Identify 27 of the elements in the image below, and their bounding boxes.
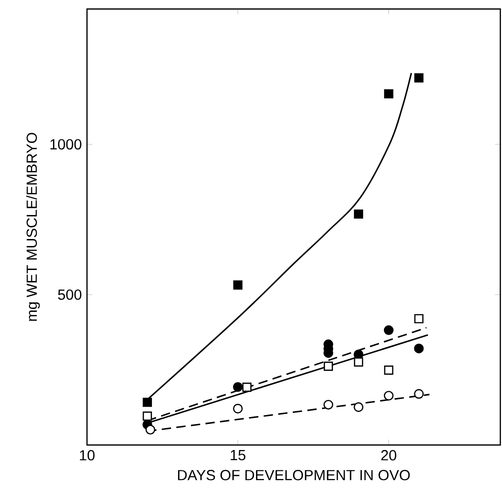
point <box>414 344 424 354</box>
point <box>414 73 424 82</box>
point <box>384 366 394 375</box>
point <box>354 209 364 219</box>
point <box>414 389 424 399</box>
point <box>232 382 243 392</box>
x-axis-title: DAYS OF DEVELOPMENT IN OVO <box>178 470 410 480</box>
point <box>384 390 394 401</box>
point <box>142 412 152 421</box>
x-tick-label: 20 <box>381 450 396 460</box>
point <box>145 424 156 435</box>
point <box>324 362 333 371</box>
point <box>354 357 364 367</box>
point <box>384 89 394 98</box>
y-tick-label: 500 <box>58 289 82 300</box>
x-tick-label: 10 <box>80 450 95 460</box>
point <box>324 400 334 410</box>
point <box>242 382 252 392</box>
y-axis-title: mg WET MUSCLE/EMBRYO <box>26 132 40 321</box>
point <box>384 325 394 335</box>
point <box>414 314 424 324</box>
point <box>232 404 243 414</box>
point <box>142 398 152 407</box>
point <box>233 280 242 290</box>
point <box>354 402 364 412</box>
y-tick-label: 1000 <box>50 139 82 150</box>
x-tick-label: 15 <box>230 450 246 460</box>
